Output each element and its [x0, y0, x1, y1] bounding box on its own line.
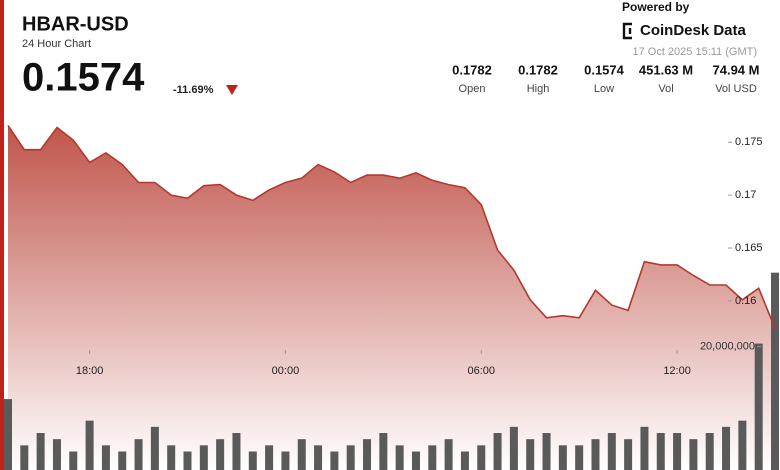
volume-bar — [330, 451, 339, 470]
volume-bar — [363, 439, 372, 470]
volume-bar — [395, 445, 404, 470]
accent-bar — [0, 0, 4, 470]
volume-bar — [52, 439, 61, 470]
x-tick-label: 00:00 — [272, 365, 300, 377]
volume-bar — [428, 445, 437, 470]
x-tick-label: 06:00 — [467, 365, 495, 377]
stat-label: Vol USD — [715, 83, 757, 95]
volume-bar — [346, 445, 355, 470]
stat-value: 0.1782 — [518, 62, 558, 77]
stat-value: 74.94 M — [713, 62, 760, 77]
y-tick-label: 0.17 — [735, 189, 756, 201]
volume-bar — [624, 439, 633, 470]
stat-label: Low — [594, 83, 614, 95]
volume-bar — [640, 426, 649, 470]
volume-bar — [444, 439, 453, 470]
volume-bar — [4, 399, 12, 470]
volume-bar — [591, 439, 600, 470]
volume-bar — [411, 451, 420, 470]
stat-label: High — [527, 83, 550, 95]
y-tick-label: 0.165 — [735, 242, 763, 254]
subtitle: 24 Hour Chart — [22, 38, 91, 50]
volume-bar — [36, 433, 45, 470]
volume-bar — [248, 451, 257, 470]
volume-bar — [379, 433, 388, 470]
volume-bar — [771, 272, 779, 470]
powered-by: Powered by — [622, 0, 690, 14]
volume-bar — [542, 433, 551, 470]
volume-bar — [656, 433, 665, 470]
stats: 0.1782 Open 0.1782 High 0.1574 Low 451.63 M Vol… — [452, 62, 759, 94]
volume-bar — [134, 439, 143, 470]
volume-bar — [118, 451, 127, 470]
x-tick-label: 18:00 — [76, 365, 104, 377]
volume-bar — [673, 433, 682, 470]
volume-bar — [509, 426, 518, 470]
volume-bar — [297, 439, 306, 470]
volume-bar — [493, 433, 502, 470]
change: -11.69% — [173, 84, 214, 96]
volume-bar — [738, 420, 747, 470]
stat-value: 0.1782 — [452, 62, 492, 77]
volume-bar — [69, 451, 78, 470]
volume-bar — [526, 439, 535, 470]
volume-bar — [460, 451, 469, 470]
volume-bar — [477, 445, 486, 470]
volume-bar — [20, 445, 29, 470]
volume-bar — [183, 451, 192, 470]
volume-bar — [232, 433, 241, 470]
x-tick-label: 12:00 — [663, 365, 691, 377]
down-arrow — [226, 85, 238, 95]
volume-bar — [607, 433, 616, 470]
volume-bar — [167, 445, 176, 470]
volume-bar — [265, 445, 274, 470]
stat-label: Open — [459, 83, 486, 95]
timestamp: 17 Oct 2025 15:11 (GMT) — [632, 46, 757, 58]
volume-bar — [199, 445, 208, 470]
logo-icon — [622, 22, 632, 40]
volume-bar — [150, 426, 159, 470]
area-fill — [8, 125, 775, 470]
volume-bar — [754, 343, 763, 470]
stat-label: Vol — [658, 83, 673, 95]
stat-value: 0.1574 — [584, 62, 625, 77]
y-tick-label: 0.175 — [735, 136, 763, 148]
volume-bar — [689, 439, 698, 470]
volume-bar — [558, 445, 567, 470]
volume-bar — [281, 451, 290, 470]
volume-bar — [101, 445, 110, 470]
y-tick-label: 0.16 — [735, 295, 756, 307]
brand: CoinDesk Data — [640, 22, 747, 39]
price: 0.1574 — [22, 56, 145, 100]
plot-area: 0.16 0.165 0.17 0.175 20,000,000 18:00 00:00 06… — [4, 124, 779, 470]
volume-bar — [575, 445, 584, 470]
volume-bar — [85, 420, 94, 470]
y2-tick-label: 20,000,000 — [700, 341, 755, 353]
price-line — [7, 124, 776, 329]
title: HBAR-USD — [22, 13, 129, 35]
stat-value: 451.63 M — [639, 62, 693, 77]
volume-bar — [722, 426, 731, 470]
volume-bar — [314, 445, 323, 470]
volume-bar — [705, 433, 714, 470]
volume-bar — [216, 439, 225, 470]
